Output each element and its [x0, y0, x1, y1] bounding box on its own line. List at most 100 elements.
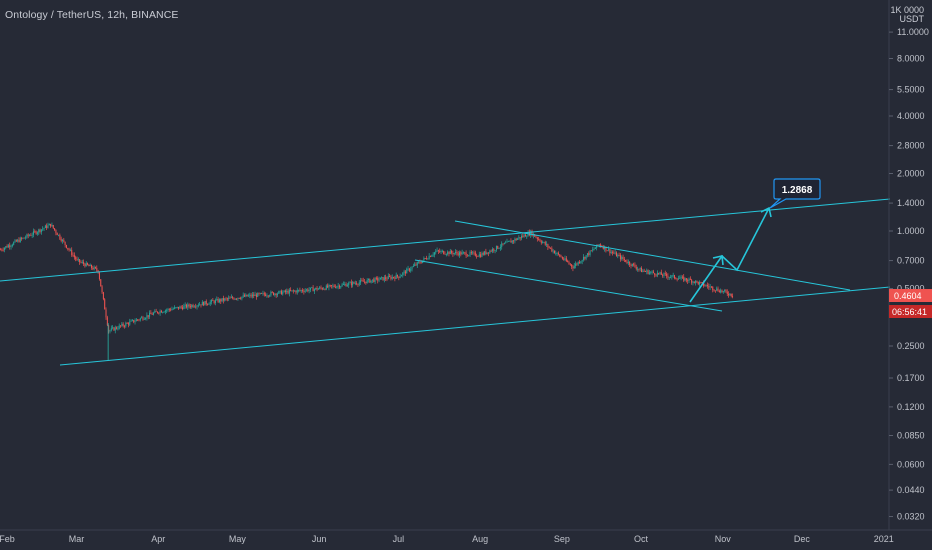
candle-body	[164, 310, 166, 312]
candle-body	[588, 253, 590, 255]
candle-body	[35, 231, 37, 234]
candle-body	[647, 270, 649, 274]
candle-body	[586, 253, 588, 256]
candle-body	[153, 312, 155, 315]
time-axis[interactable]: Feb Mar Apr May Jun Jul Aug Sep Oct Nov Dec 2021	[0, 534, 894, 544]
candle-body	[712, 286, 714, 290]
y-tick-label: 2.0000	[897, 169, 925, 179]
y-tick-label: 0.7000	[897, 256, 925, 266]
candle-body	[589, 250, 591, 255]
candle-body	[73, 255, 75, 258]
candle-body	[609, 249, 611, 253]
candle-body	[381, 277, 383, 278]
candle-body	[515, 238, 517, 240]
candle-body	[283, 290, 285, 293]
candle-body	[432, 254, 434, 256]
candle-body	[253, 294, 255, 296]
candle-body	[629, 261, 631, 265]
candle-body	[730, 293, 732, 297]
candle-body	[668, 277, 670, 278]
candle-body	[481, 253, 483, 257]
price-axis[interactable]: 11.0000 8.0000 5.5000 4.0000 2.8000 2.0000 1.4…	[889, 27, 929, 522]
candle-body	[129, 321, 131, 325]
candle-body	[27, 234, 29, 236]
candle-body	[207, 303, 209, 305]
x-tick-label: Nov	[715, 534, 732, 544]
candle-body	[567, 261, 569, 263]
candle-body	[197, 305, 199, 307]
candle-body	[513, 240, 515, 242]
candle-body	[220, 299, 222, 302]
candle-body	[221, 298, 223, 302]
candle-body	[167, 308, 169, 311]
candle-body	[614, 252, 616, 254]
candle-body	[188, 304, 190, 307]
candle-body	[154, 310, 156, 313]
candle-body	[461, 252, 463, 255]
last-price-label: 0.4604	[894, 291, 922, 301]
candle-body	[484, 251, 486, 255]
candle-body	[548, 247, 550, 248]
candle-body	[456, 251, 458, 254]
candle-body	[472, 252, 474, 254]
candle-body	[61, 239, 64, 242]
target-callout[interactable]: 1.2868	[769, 178, 821, 209]
candle-body	[38, 229, 40, 233]
candle-body	[204, 301, 206, 306]
candle-body	[142, 317, 144, 320]
candle-body	[546, 244, 548, 245]
candle-body	[480, 254, 482, 257]
candle-body	[608, 249, 610, 251]
candle-body	[553, 250, 555, 254]
y-tick-label: 0.2500	[897, 341, 925, 351]
candle-body	[87, 262, 89, 265]
candle-body	[0, 249, 2, 251]
y-tick-label: 0.1200	[897, 402, 925, 412]
candle-body	[54, 228, 56, 231]
candle-body	[312, 287, 314, 292]
candle-body	[340, 286, 342, 288]
candle-body	[316, 287, 318, 290]
candle-body	[407, 268, 409, 270]
candle-body	[700, 282, 702, 283]
candle-body	[399, 276, 401, 278]
candle-body	[666, 273, 668, 276]
candle-body	[367, 278, 370, 280]
candle-body	[457, 253, 459, 256]
candle-body	[635, 266, 637, 269]
candle-body	[266, 295, 268, 297]
candle-body	[127, 323, 129, 325]
candle-body	[518, 237, 520, 239]
candle-body	[717, 288, 719, 292]
candle-body	[332, 285, 334, 287]
candle-body	[565, 258, 567, 262]
candle-body	[236, 298, 238, 300]
candle-body	[470, 252, 472, 254]
candle-body	[60, 238, 62, 242]
candle-body	[460, 252, 462, 255]
candle-body	[378, 279, 380, 281]
candle-body	[377, 277, 379, 281]
candle-body	[683, 276, 685, 281]
candle-body	[317, 288, 319, 290]
candle-body	[292, 290, 294, 292]
candle-body	[510, 240, 512, 243]
candle-body	[174, 307, 176, 309]
candle-body	[679, 278, 681, 279]
candle-body	[689, 278, 691, 280]
candle-body	[600, 244, 602, 247]
candle-body	[151, 314, 153, 315]
candle-body	[714, 290, 716, 292]
candle-body	[228, 297, 230, 299]
candle-body	[605, 246, 607, 251]
candle-body	[612, 251, 614, 253]
candle-body	[112, 327, 114, 329]
x-tick-label: Aug	[472, 534, 488, 544]
candle-body	[48, 223, 50, 226]
candle-body	[577, 261, 579, 265]
candle-body	[604, 246, 606, 249]
candle-body	[387, 276, 389, 280]
candle-body	[511, 240, 513, 243]
candle-body	[118, 325, 120, 329]
